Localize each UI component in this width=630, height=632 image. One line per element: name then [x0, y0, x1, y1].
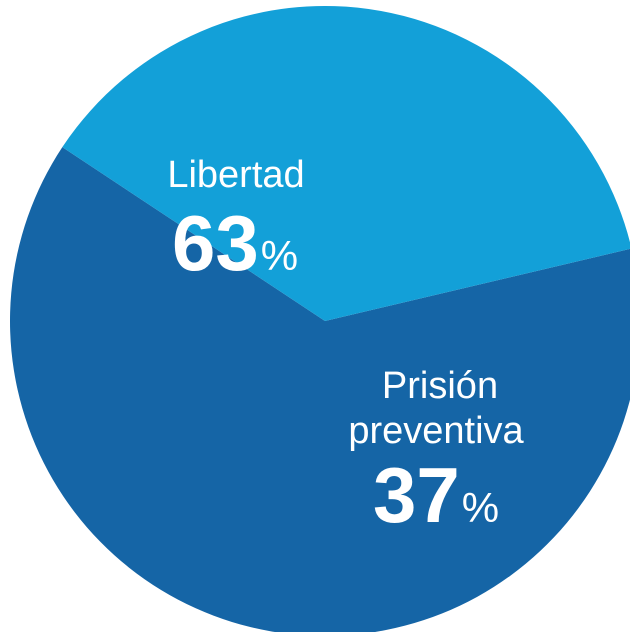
slice-name-libertad: Libertad: [167, 154, 304, 196]
slice-name-preventiva: preventiva: [348, 410, 524, 452]
slice-value-number-libertad: 63: [172, 199, 259, 287]
slice-value-libertad: 63%: [172, 199, 298, 287]
slice-value-prision-preventiva: 37%: [373, 451, 499, 539]
slice-label-libertad: Libertad 63%: [167, 154, 304, 287]
pie-slice-libertad: [10, 147, 630, 632]
pie-slice-prision-preventiva: [62, 6, 630, 321]
slice-label-prision-preventiva: Prisión preventiva 37%: [348, 365, 524, 539]
slices-layer: [10, 6, 630, 632]
slice-value-number-prision-preventiva: 37: [373, 451, 460, 539]
slice-value-unit-prision-preventiva: %: [462, 484, 499, 531]
slice-value-unit-libertad: %: [261, 232, 298, 279]
slice-name-prision: Prisión: [382, 365, 498, 407]
